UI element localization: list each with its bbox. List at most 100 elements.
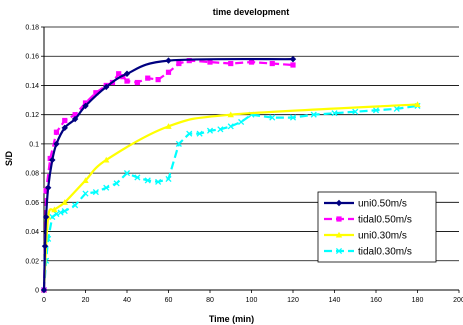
data-point-uni0-50m-s	[44, 184, 52, 191]
legend-marker	[335, 231, 343, 238]
data-point-uni0-30m-s	[227, 111, 234, 118]
data-point-tidal0-30m-s	[310, 111, 317, 118]
y-tick-label: 0.1	[29, 141, 39, 148]
data-point-tidal0-30m-s	[57, 209, 64, 216]
data-point-tidal0-50m-s	[176, 60, 182, 67]
data-point-tidal0-50m-s	[124, 78, 130, 84]
data-point-tidal0-50m-s	[207, 59, 213, 65]
data-point-tidal0-30m-s	[61, 208, 68, 215]
data-point-uni0-50m-s	[103, 83, 110, 91]
x-tick-label: 140	[329, 297, 341, 304]
data-point-tidal0-50m-s	[47, 155, 53, 162]
legend-item-uni0-30m-s: uni0.30m/s	[324, 231, 407, 242]
data-point-tidal0-30m-s	[393, 105, 400, 112]
data-point-tidal0-30m-s	[238, 118, 245, 126]
x-tick-label: 20	[82, 297, 90, 304]
data-point-tidal0-30m-s	[331, 110, 338, 117]
data-point-uni0-50m-s	[82, 102, 89, 110]
data-point-tidal0-30m-s	[175, 140, 182, 147]
data-point-tidal0-30m-s	[227, 123, 234, 130]
data-point-tidal0-50m-s	[116, 71, 122, 77]
data-point-uni0-50m-s	[123, 70, 131, 77]
legend-item-tidal0-30m-s: tidal0.30m/s	[324, 247, 412, 258]
x-tick-label: 160	[370, 297, 382, 304]
data-point-tidal0-30m-s	[155, 178, 162, 185]
x-tick-label: 0	[42, 297, 46, 304]
data-point-uni0-30m-s	[414, 101, 421, 107]
x-tick-label: 100	[246, 297, 258, 304]
legend-marker	[335, 199, 343, 207]
data-point-tidal0-30m-s	[134, 174, 141, 181]
data-point-tidal0-30m-s	[206, 127, 214, 134]
data-point-uni0-30m-s	[165, 123, 172, 129]
data-point-uni0-30m-s	[51, 206, 58, 213]
data-point-tidal0-50m-s	[165, 69, 172, 75]
data-point-tidal0-50m-s	[269, 60, 275, 67]
data-point-tidal0-50m-s	[93, 90, 99, 96]
data-point-tidal0-30m-s	[82, 190, 89, 197]
data-point-tidal0-30m-s	[144, 177, 151, 184]
legend: uni0.50m/s tidal0.50m/s uni0.30m/s tidal0.3…	[317, 191, 437, 263]
data-point-tidal0-30m-s	[165, 175, 172, 183]
x-tick-label: 120	[287, 297, 299, 304]
y-tick-label: 0.02	[25, 258, 39, 265]
data-point-tidal0-50m-s	[290, 62, 296, 68]
y-tick-label: 0.04	[25, 229, 39, 236]
y-tick-label: 0.18	[25, 25, 39, 32]
data-point-uni0-30m-s	[82, 177, 89, 183]
y-tick-label: 0.06	[25, 200, 39, 207]
y-tick-label: 0.16	[25, 54, 39, 61]
data-point-tidal0-30m-s	[72, 202, 79, 209]
y-tick-label: 0	[35, 288, 39, 295]
y-tick-label: 0.08	[25, 171, 39, 178]
data-point-uni0-50m-s	[41, 242, 49, 250]
data-point-tidal0-50m-s	[145, 75, 151, 81]
y-tick-label: 0.14	[25, 83, 39, 90]
data-point-tidal0-30m-s	[269, 114, 276, 121]
data-point-uni0-30m-s	[103, 156, 110, 163]
legend-marker	[336, 216, 342, 222]
data-point-uni0-50m-s	[289, 55, 297, 63]
series-layer	[40, 55, 421, 294]
data-point-tidal0-50m-s	[248, 59, 255, 65]
data-point-tidal0-30m-s	[103, 184, 110, 191]
data-point-uni0-50m-s	[40, 286, 48, 294]
data-point-tidal0-50m-s	[53, 129, 60, 135]
x-tick-label: 200	[453, 297, 463, 304]
data-point-uni0-50m-s	[42, 213, 50, 221]
legend-label: tidal0.50m/s	[358, 215, 412, 226]
legend-label: tidal0.30m/s	[358, 247, 412, 258]
data-point-uni0-50m-s	[165, 57, 172, 64]
data-point-tidal0-30m-s	[186, 130, 193, 137]
y-axis-label: S/D	[4, 151, 14, 167]
data-point-tidal0-50m-s	[72, 112, 78, 118]
series-line-uni0-50m-s	[42, 57, 294, 291]
data-point-uni0-50m-s	[61, 124, 68, 132]
data-point-tidal0-30m-s	[123, 170, 131, 177]
data-point-tidal0-50m-s	[134, 79, 140, 86]
series-line-uni0-30m-s	[42, 103, 418, 291]
data-point-tidal0-50m-s	[62, 117, 68, 124]
data-point-tidal0-50m-s	[155, 77, 161, 83]
data-point-tidal0-30m-s	[92, 189, 99, 196]
data-point-tidal0-30m-s	[352, 108, 359, 115]
data-point-tidal0-50m-s	[228, 60, 234, 67]
x-tick-label: 180	[412, 297, 424, 304]
legend-marker	[335, 247, 343, 255]
legend-item-uni0-50m-s: uni0.50m/s	[324, 199, 407, 210]
data-point-tidal0-30m-s	[372, 107, 380, 114]
data-point-uni0-50m-s	[49, 156, 56, 164]
data-point-tidal0-30m-s	[196, 130, 203, 137]
series-uni0-50m-s	[40, 55, 297, 294]
data-point-tidal0-50m-s	[43, 188, 49, 194]
data-point-tidal0-30m-s	[289, 114, 297, 121]
data-point-tidal0-30m-s	[53, 210, 60, 218]
y-tick-label: 0.12	[25, 112, 39, 119]
data-point-uni0-30m-s	[61, 199, 68, 205]
legend-label: uni0.30m/s	[358, 231, 407, 242]
x-tick-label: 80	[206, 297, 214, 304]
data-point-tidal0-30m-s	[217, 126, 224, 133]
x-tick-label: 40	[123, 297, 131, 304]
legend-label: uni0.50m/s	[358, 199, 407, 210]
